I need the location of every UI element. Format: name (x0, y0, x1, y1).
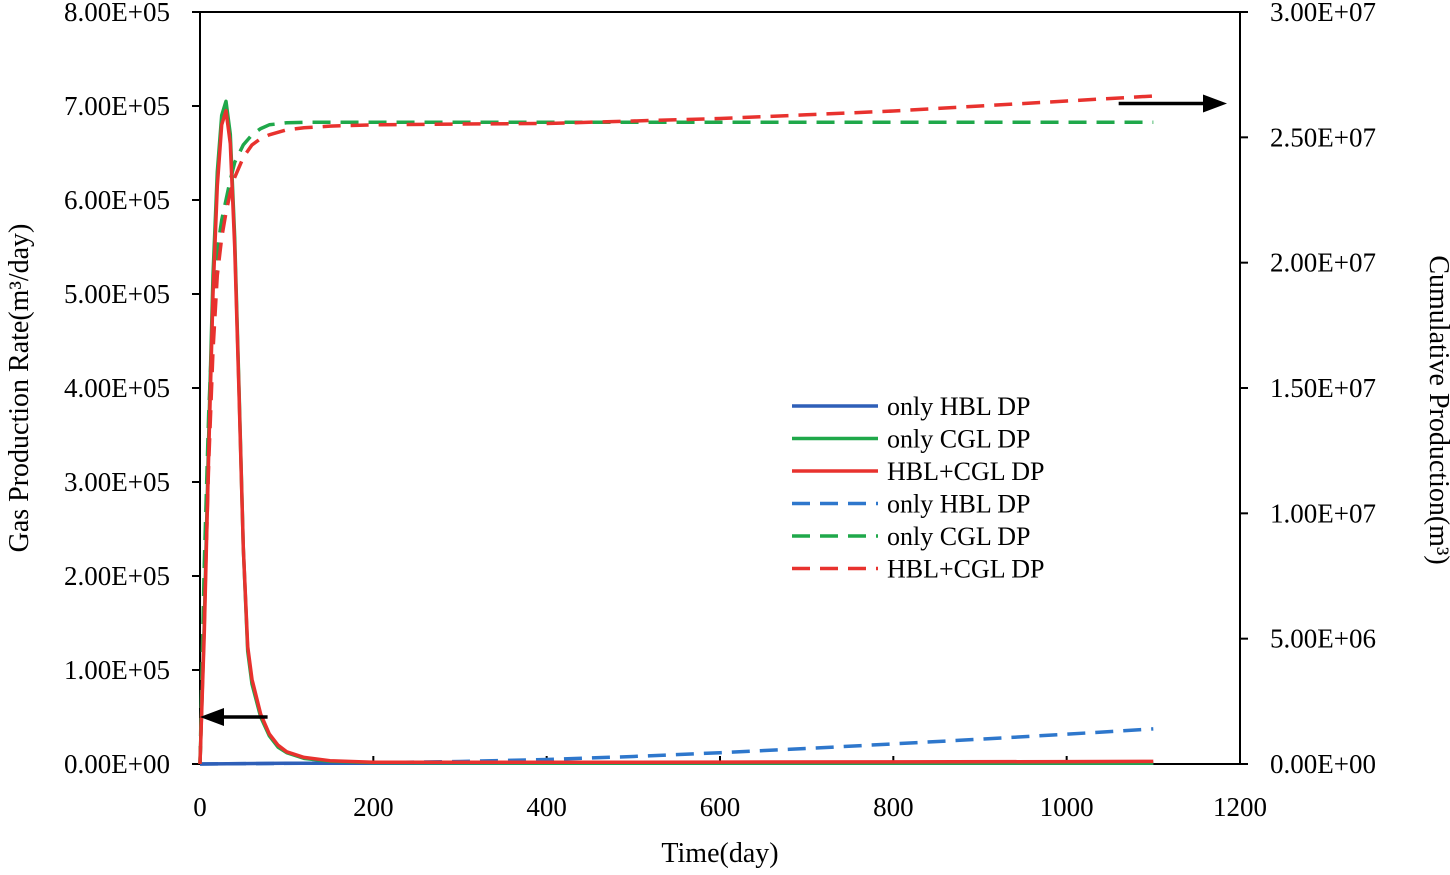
y-left-tick-label: 3.00E+05 (64, 467, 170, 497)
series-line-hbl-cgl-dp-dashed (198, 94, 1154, 765)
tick-marks (192, 11, 1248, 765)
legend: only HBL DP only CGL DP HBL+CGL DP only HBL… (792, 392, 1044, 584)
x-tick-label: 800 (873, 792, 914, 822)
legend-label: HBL+CGL DP (887, 457, 1044, 486)
x-tick-label: 1000 (1040, 792, 1094, 822)
series-lines (198, 94, 1154, 766)
series-line-only-hbl-dp-dashed (199, 727, 1154, 766)
y-right-tick-labels: 0.00E+00 5.00E+06 1.00E+07 1.50E+07 2.00E+07… (1270, 0, 1376, 779)
legend-label: HBL+CGL DP (887, 555, 1044, 584)
x-tick-label: 1200 (1213, 792, 1267, 822)
y-right-tick-label: 3.00E+07 (1270, 0, 1376, 27)
y-right-tick-label: 1.00E+07 (1270, 498, 1376, 528)
y-right-tick-label: 0.00E+00 (1270, 749, 1376, 779)
x-tick-label: 0 (193, 792, 207, 822)
y-right-axis-title: Cumulative Production(m³) (1423, 255, 1450, 564)
x-tick-labels: 0 200 400 600 800 1000 1200 (193, 792, 1267, 822)
legend-label: only HBL DP (887, 392, 1031, 421)
y-right-tick-label: 2.00E+07 (1270, 248, 1376, 278)
y-left-tick-label: 0.00E+00 (64, 749, 170, 779)
arrow-right (1118, 94, 1227, 113)
x-axis-title: Time(day) (661, 838, 778, 869)
legend-entry: HBL+CGL DP (792, 555, 1044, 584)
y-left-tick-label: 2.00E+05 (64, 561, 170, 591)
x-tick-label: 600 (700, 792, 741, 822)
y-left-tick-label: 1.00E+05 (64, 655, 170, 685)
arrow-head (200, 708, 224, 726)
arrow-left (200, 708, 268, 726)
y-left-tick-label: 5.00E+05 (64, 279, 170, 309)
y-right-tick-label: 5.00E+06 (1270, 624, 1376, 654)
annotation-arrows (200, 94, 1227, 726)
legend-label: only CGL DP (887, 522, 1031, 551)
y-left-tick-labels: 0.00E+00 1.00E+05 2.00E+05 3.00E+05 4.00E+05… (64, 0, 170, 779)
y-right-tick-label: 1.50E+07 (1270, 373, 1376, 403)
y-left-tick-label: 7.00E+05 (64, 91, 170, 121)
legend-entry: only HBL DP (792, 392, 1031, 421)
legend-entry: only HBL DP (792, 490, 1031, 519)
series-line-hbl-cgl-dp-solid (198, 108, 1154, 765)
y-left-axis-title: Gas Production Rate(m³/day) (4, 224, 35, 553)
y-left-tick-label: 4.00E+05 (64, 373, 170, 403)
y-right-tick-label: 2.50E+07 (1270, 122, 1376, 152)
legend-entry: only CGL DP (792, 522, 1031, 551)
y-left-tick-label: 8.00E+05 (64, 0, 170, 27)
legend-label: only CGL DP (887, 425, 1031, 454)
y-left-tick-label: 6.00E+05 (64, 185, 170, 215)
arrow-head (1203, 94, 1227, 113)
x-tick-label: 400 (526, 792, 567, 822)
legend-label: only HBL DP (887, 490, 1031, 519)
x-tick-label: 200 (353, 792, 394, 822)
legend-entry: only CGL DP (792, 425, 1031, 454)
legend-entry: HBL+CGL DP (792, 457, 1044, 486)
